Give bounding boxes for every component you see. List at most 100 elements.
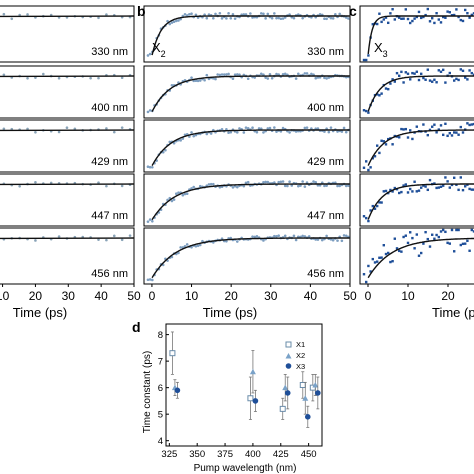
x-axis-title-c: Time (p [432, 305, 474, 320]
y-axis-title-d: Time constant (ps) [142, 351, 153, 433]
data-point [164, 148, 167, 152]
data-point-x1 [299, 382, 306, 388]
data-point [422, 123, 425, 126]
species-label-x3: X3 [374, 40, 388, 59]
data-point [225, 239, 228, 243]
data-point [389, 260, 392, 264]
data-point [259, 127, 263, 130]
data-point [57, 130, 61, 134]
data-point [362, 273, 366, 276]
data-point [415, 233, 418, 236]
data-point [413, 17, 416, 20]
data-point [331, 238, 335, 242]
data-point [415, 70, 418, 73]
data-point [391, 143, 394, 146]
data-point [417, 78, 421, 82]
data-point [402, 81, 405, 84]
data-point [406, 136, 410, 139]
data-point [393, 18, 396, 21]
data-point [468, 123, 471, 127]
data-point [400, 250, 403, 253]
data-point [192, 185, 196, 189]
data-point [212, 16, 215, 20]
data-point [151, 165, 154, 169]
data-point [433, 78, 436, 81]
data-point [220, 127, 224, 131]
data-point [398, 249, 401, 253]
data-point [235, 73, 239, 76]
data-point [384, 87, 388, 90]
data-point [340, 239, 344, 243]
data-point [244, 126, 248, 129]
data-point [457, 133, 460, 136]
data-point [362, 215, 366, 218]
data-point [151, 219, 154, 223]
data-point [190, 76, 193, 79]
data-point [312, 180, 315, 183]
data-point [398, 74, 401, 77]
x-axis-3: 0 10 20 [365, 284, 455, 303]
data-point [444, 230, 447, 234]
data-point [468, 249, 471, 252]
data-point [428, 245, 432, 248]
data-point [310, 127, 313, 130]
data-point [424, 185, 427, 188]
data-point [277, 73, 280, 76]
data-point [262, 73, 265, 76]
data-point [406, 191, 410, 194]
x-tick-label-d: 400 [245, 449, 261, 460]
data-point [277, 234, 280, 237]
trace-panel-2-row-5: 456 nm [143, 227, 351, 285]
data-point [365, 109, 368, 113]
data-point [431, 125, 434, 128]
x-tick-label: 20 [441, 289, 455, 303]
data-point [166, 19, 169, 23]
data-point [455, 131, 458, 134]
data-point [183, 13, 187, 16]
data-point [444, 122, 447, 126]
data-point [42, 72, 45, 76]
data-point [347, 184, 350, 187]
x-axis-title-a: Time (ps) [13, 305, 67, 320]
data-point [305, 126, 309, 129]
trace-frame [143, 5, 351, 63]
data-point [448, 71, 451, 75]
data-point [376, 93, 379, 96]
data-point [336, 239, 339, 242]
data-point [431, 233, 434, 236]
data-point [384, 143, 388, 146]
data-point [170, 21, 174, 24]
data-point [323, 17, 326, 21]
data-point [457, 15, 460, 19]
data-point-x3 [252, 398, 259, 404]
data-point [185, 192, 189, 196]
data-point [242, 131, 246, 134]
data-point [105, 13, 108, 16]
fit-curve [367, 183, 474, 220]
data-point [402, 128, 405, 131]
data-point [220, 73, 224, 76]
fit-curve [367, 15, 474, 55]
data-point [376, 22, 379, 26]
data-point [380, 256, 383, 259]
data-point [266, 12, 270, 16]
data-point [242, 184, 246, 188]
data-point [273, 181, 276, 184]
trace-panel-2-row-2: 400 nm [143, 65, 351, 119]
data-point [275, 130, 278, 133]
data-point [472, 188, 474, 191]
data-point [273, 234, 276, 238]
data-point [409, 129, 412, 132]
data-point [389, 12, 392, 15]
data-point [415, 125, 418, 128]
trace-frame [0, 65, 135, 119]
data-point [404, 8, 407, 11]
trace-panel-3-row-1 [359, 5, 474, 63]
data-point [331, 17, 335, 20]
legend-x1: X1 [285, 340, 305, 349]
data-point [279, 180, 283, 184]
data-point [288, 180, 291, 184]
data-point [420, 251, 423, 255]
data-point [437, 235, 440, 239]
data-point [297, 13, 300, 16]
